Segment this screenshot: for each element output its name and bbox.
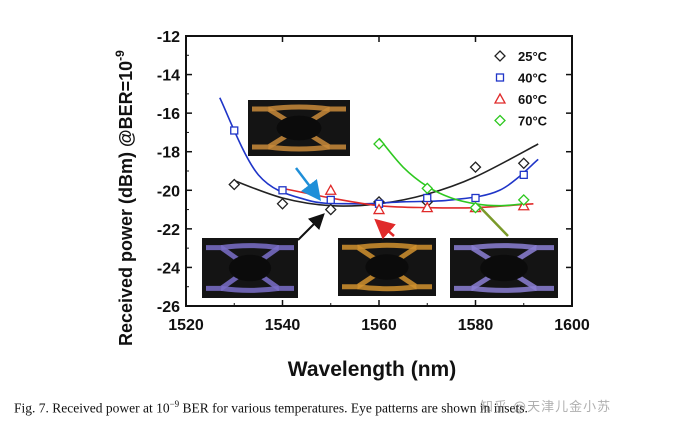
- arrow-60C: [374, 218, 396, 240]
- y-axis-exponent: -9: [113, 50, 127, 61]
- data-point-series-1: [278, 186, 287, 195]
- eye-pattern-40C: [248, 100, 350, 156]
- legend-label: 25°C: [518, 49, 548, 64]
- data-point-series-3: [373, 138, 385, 150]
- x-tick-label: 1540: [265, 317, 301, 334]
- x-tick-label: 1600: [554, 317, 590, 334]
- eye-opening: [228, 254, 272, 282]
- eye-pattern-60C: [338, 238, 436, 296]
- data-point-series-1: [423, 193, 432, 203]
- eye-pattern-insets: [202, 100, 558, 298]
- axis-ticks: [185, 35, 573, 307]
- data-point-series-3: [421, 182, 434, 195]
- data-point-series-0: [324, 203, 337, 216]
- eye-trace: [268, 104, 330, 112]
- y-tick-label: -16: [157, 106, 180, 123]
- eye-pattern-70C: [450, 238, 558, 298]
- data-point-series-0: [469, 161, 482, 174]
- inset-arrows: [295, 167, 509, 241]
- data-markers: [228, 126, 530, 216]
- data-point-series-1: [471, 193, 480, 203]
- fit-curve-series-3: [378, 137, 524, 207]
- y-tick-label: -14: [157, 68, 180, 85]
- arrow-70C: [477, 204, 509, 237]
- y-tick-label: -26: [157, 299, 180, 316]
- y-tick-label: -18: [157, 145, 180, 162]
- data-point-series-1: [230, 126, 239, 135]
- data-point-series-2: [372, 203, 386, 215]
- legend-marker-1: [495, 73, 505, 82]
- watermark: 知乎 @天津儿金小苏: [480, 400, 612, 415]
- legend-marker-3: [494, 114, 506, 127]
- data-point-series-2: [324, 183, 337, 195]
- eye-trace: [471, 243, 537, 251]
- data-point-series-1: [326, 195, 335, 205]
- legend-marker-0: [494, 50, 506, 62]
- x-axis-label: Wavelength (nm): [288, 358, 456, 381]
- arrow-40C: [295, 167, 322, 201]
- legend-marker-2: [493, 92, 507, 104]
- x-tick-label: 1520: [168, 317, 204, 334]
- data-point-series-3: [469, 201, 482, 214]
- arrow-25C: [297, 213, 325, 241]
- y-axis-label-group: Received power (dBm) @BER=10-9: [113, 50, 136, 346]
- y-tick-label: -12: [157, 29, 180, 46]
- data-point-series-0: [517, 157, 530, 170]
- y-axis-label: Received power (dBm) @BER=10-9: [113, 50, 136, 346]
- eye-pattern-25C: [202, 238, 298, 298]
- legend-label: 40°C: [518, 71, 548, 86]
- x-tick-labels: 1520 1540 1560 1580 1600: [168, 317, 590, 334]
- y-tick-label: -24: [157, 260, 180, 277]
- legend: 25°C 40°C 60°C 70°C: [493, 49, 548, 129]
- x-tick-label: 1580: [458, 317, 494, 334]
- data-point-series-1: [519, 170, 528, 180]
- data-point-series-0: [228, 178, 241, 191]
- eye-opening: [276, 115, 322, 141]
- legend-label: 60°C: [518, 92, 548, 107]
- eye-trace: [357, 242, 417, 250]
- eye-trace: [220, 285, 280, 293]
- eye-trace: [471, 285, 537, 293]
- y-tick-labels: -12 -14 -16 -18 -20 -22 -24 -26: [157, 29, 180, 316]
- x-tick-label: 1560: [361, 317, 397, 334]
- eye-opening: [365, 254, 409, 280]
- y-tick-label: -22: [157, 222, 180, 239]
- data-point-series-3: [517, 194, 530, 206]
- legend-label: 70°C: [518, 114, 548, 129]
- y-tick-label: -20: [157, 183, 180, 200]
- eye-opening: [480, 254, 528, 282]
- data-point-series-0: [276, 197, 289, 210]
- eye-trace: [357, 284, 417, 292]
- figure-caption: Fig. 7. Received power at 10−9 BER for v…: [14, 399, 528, 416]
- fit-curve-series-1: [219, 97, 539, 205]
- eye-trace: [268, 144, 330, 152]
- data-point-series-2: [421, 201, 434, 213]
- eye-trace: [220, 243, 280, 251]
